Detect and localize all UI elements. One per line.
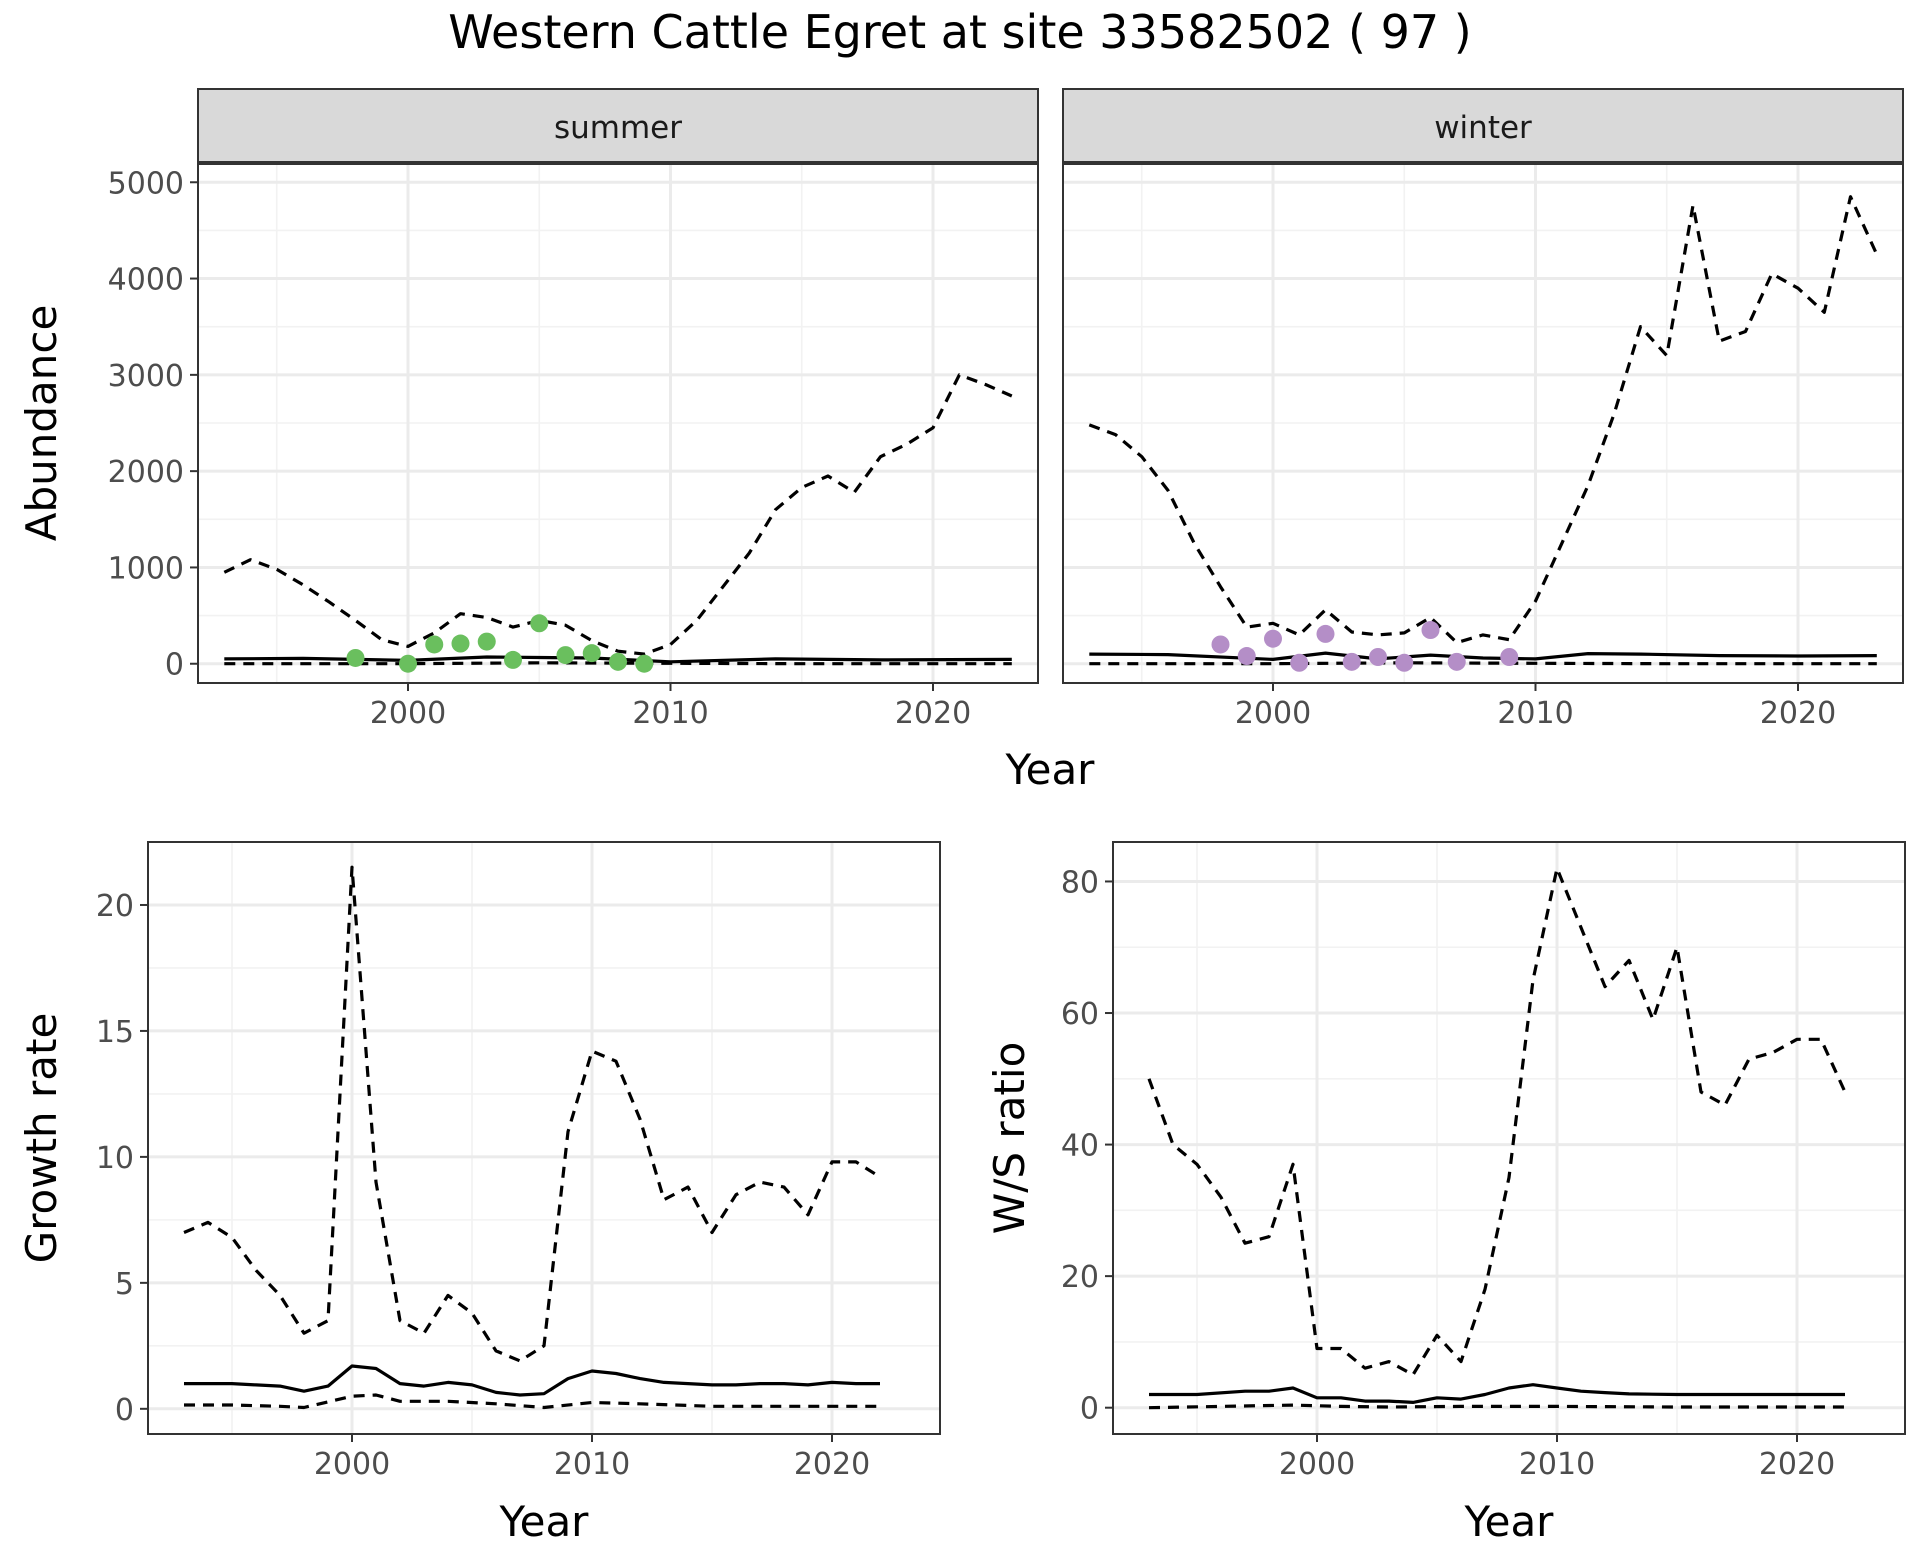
y-tick-label: 20 (1061, 1260, 1099, 1295)
y-tick-label: 0 (115, 1393, 134, 1428)
y-tick-label: 5 (115, 1267, 134, 1302)
abundance-y-axis: 0 1000 2000 3000 4000 5000 (108, 166, 198, 683)
ratio-x-axis-title: Year (1464, 1497, 1555, 1546)
y-tick-label: 10 (96, 1141, 134, 1176)
winter-observed-point (1290, 653, 1309, 672)
y-tick-label: 80 (1061, 865, 1099, 900)
y-tick-label: 5000 (108, 166, 184, 201)
x-tick-label: 2020 (1760, 696, 1836, 731)
winter-observed-point (1369, 648, 1387, 666)
y-tick-label: 0 (165, 648, 184, 683)
winter-observed-point (1264, 629, 1282, 648)
winter-observed-point (1316, 624, 1335, 643)
summer-observed-point (556, 646, 575, 665)
ratio-gridlines (1113, 842, 1905, 1434)
growth-upper-bound-line (183, 865, 881, 1363)
summer-observed-point (582, 644, 601, 663)
y-tick-label: 0 (1080, 1392, 1099, 1427)
growth-panel-border (147, 841, 941, 1435)
growth-panel-background (148, 842, 940, 1434)
summer-observed-point (609, 652, 627, 671)
growth-y-axis-title: Growth rate (17, 1013, 66, 1264)
winter-observed-point (1500, 648, 1519, 666)
x-tick-label: 2000 (1235, 696, 1311, 731)
ratio-y-axis: 0 20 40 60 80 (1061, 865, 1113, 1427)
summer-observed-point (346, 648, 365, 667)
y-tick-label: 20 (96, 889, 134, 924)
x-tick-label: 2010 (632, 696, 708, 731)
summer-observed-point (451, 634, 470, 653)
ratio-x-axis: 2000 2010 2020 (1279, 1434, 1835, 1482)
ratio-panel-border (1112, 841, 1906, 1435)
summer-upper-bound-line (223, 373, 1013, 656)
winter-gridlines (1063, 163, 1903, 683)
summer-observed-point (399, 654, 417, 673)
y-tick-label: 40 (1061, 1129, 1099, 1164)
winter-observed-point (1395, 653, 1414, 672)
winter-lower-bound-line (1089, 661, 1877, 666)
y-tick-label: 4000 (108, 263, 184, 298)
y-tick-label: 60 (1061, 997, 1099, 1032)
summer-observed-point (425, 635, 444, 654)
chart-title: Western Cattle Egret at site 33582502 ( … (448, 5, 1471, 59)
x-tick-label: 2000 (370, 696, 446, 731)
summer-observed-point (504, 650, 522, 669)
x-tick-label: 2000 (314, 1447, 390, 1482)
summer-observed-point (477, 632, 496, 651)
summer-x-axis: 2000 2010 2020 (370, 683, 971, 731)
y-tick-label: 15 (96, 1015, 134, 1050)
winter-x-axis: 2000 2010 2020 (1235, 683, 1836, 731)
facet-x-axis-title: Year (1005, 745, 1096, 794)
x-tick-label: 2020 (895, 696, 971, 731)
winter-observed-point (1447, 652, 1466, 671)
winter-strip-label: winter (1434, 110, 1532, 146)
growth-x-axis: 2000 2010 2020 (314, 1434, 870, 1482)
winter-observed-point (1342, 652, 1361, 671)
summer-series-group (223, 373, 1013, 673)
y-tick-label: 2000 (108, 455, 184, 490)
x-tick-label: 2020 (794, 1447, 870, 1482)
ratio-series-group (1147, 866, 1847, 1410)
winter-observed-point (1211, 635, 1230, 654)
growth-y-axis: 0 5 10 15 20 (96, 889, 148, 1428)
ratio-lower-bound-line (1148, 1403, 1845, 1410)
summer-strip-label: summer (554, 110, 682, 146)
x-tick-label: 2020 (1759, 1447, 1835, 1482)
winter-upper-bound-line (1088, 195, 1879, 645)
x-tick-label: 2010 (554, 1447, 630, 1482)
x-tick-label: 2010 (1519, 1447, 1595, 1482)
ratio-mean-line (1149, 1383, 1845, 1405)
winter-series-group (1088, 195, 1879, 672)
y-tick-label: 1000 (108, 551, 184, 586)
ratio-panel-background (1113, 842, 1905, 1434)
x-tick-label: 2010 (1497, 696, 1573, 731)
growth-x-axis-title: Year (499, 1497, 590, 1546)
facet-y-axis-title: Abundance (17, 305, 66, 542)
ratio-upper-bound-line (1147, 866, 1847, 1377)
summer-observed-point (635, 654, 654, 673)
summer-observed-point (530, 614, 549, 633)
summer-strip (197, 88, 1039, 164)
x-tick-label: 2000 (1279, 1447, 1355, 1482)
ratio-y-axis-title: W/S ratio (985, 1042, 1034, 1235)
winter-observed-point (1421, 621, 1440, 640)
growth-lower-bound-line (184, 1393, 880, 1410)
growth-mean-line (184, 1364, 880, 1397)
growth-series-group (183, 865, 881, 1410)
y-tick-label: 3000 (108, 359, 184, 394)
winter-mean-line (1089, 651, 1877, 662)
winter-observed-point (1237, 647, 1256, 666)
